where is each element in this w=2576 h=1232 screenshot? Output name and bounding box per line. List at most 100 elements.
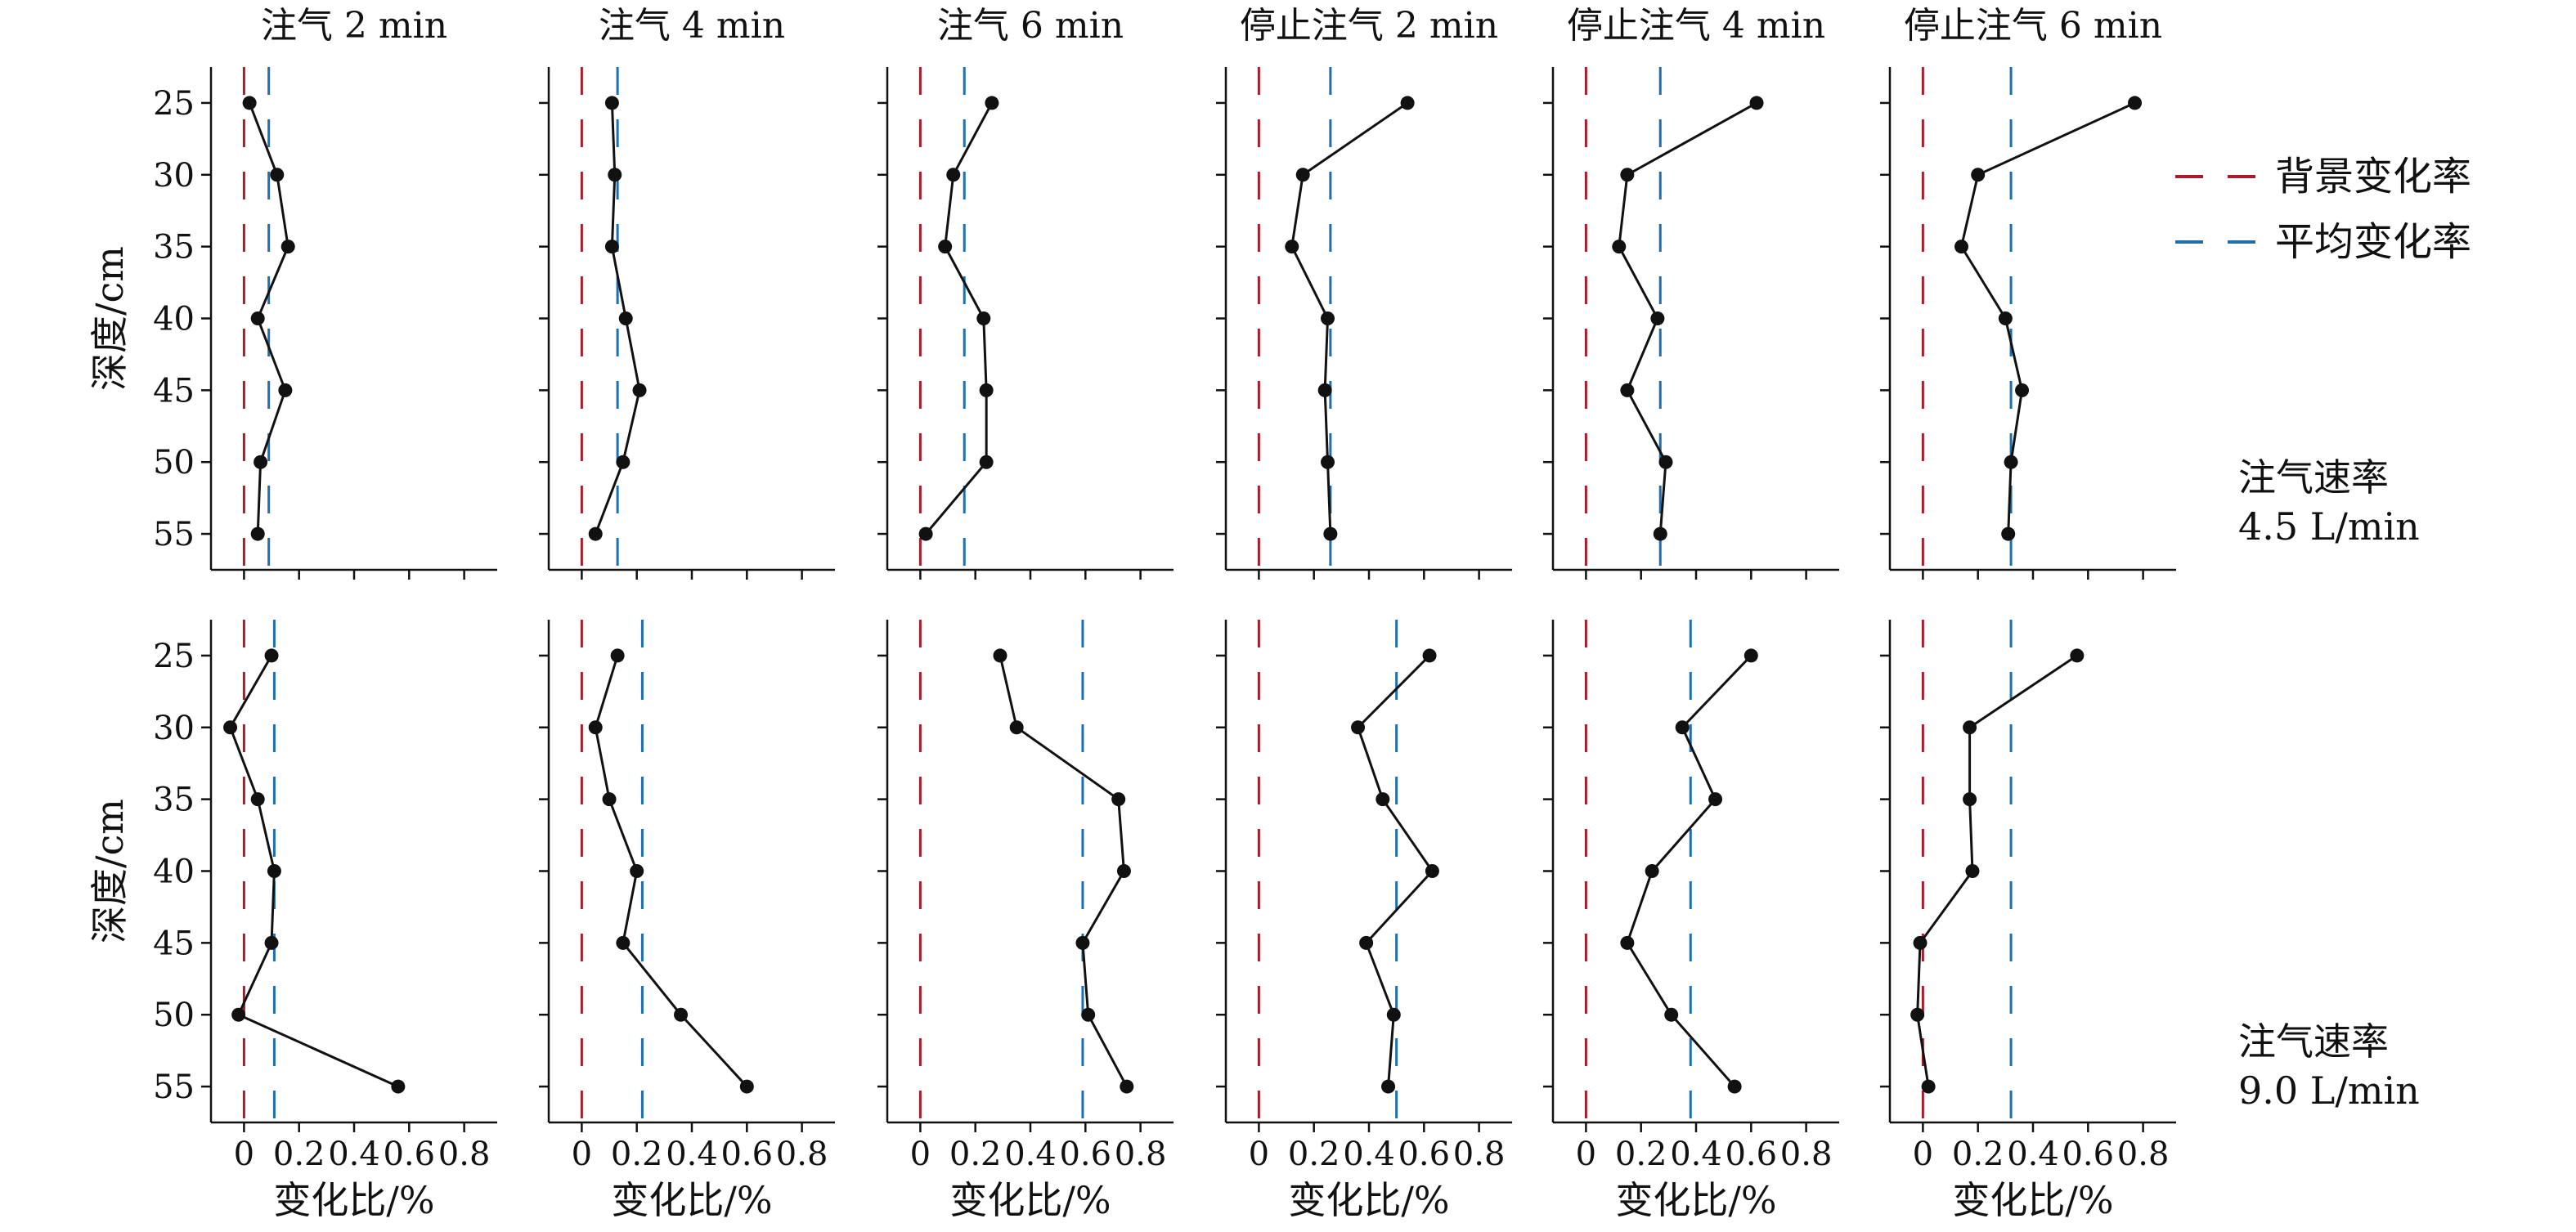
data-point xyxy=(1351,720,1366,735)
x-tick-label: 0.4 xyxy=(666,1136,718,1173)
data-point xyxy=(1954,240,1968,254)
data-point xyxy=(674,1007,689,1022)
data-point xyxy=(1285,240,1299,254)
data-point xyxy=(1620,168,1635,182)
data-point xyxy=(2004,455,2018,469)
series-line xyxy=(999,655,1129,1087)
data-point xyxy=(2128,96,2143,110)
panel-3: 注气 6 min xyxy=(877,5,1174,580)
data-point xyxy=(632,383,647,397)
data-point xyxy=(1658,455,1673,469)
data-point xyxy=(1921,1079,1936,1094)
x-tick-label: 0.4 xyxy=(2007,1136,2059,1173)
data-point xyxy=(1386,1007,1401,1022)
series-line xyxy=(1290,101,1408,535)
data-point xyxy=(2070,648,2085,663)
x-tick-label: 0.6 xyxy=(1725,1136,1777,1173)
data-point xyxy=(1727,1079,1742,1094)
data-point xyxy=(976,311,991,325)
data-point xyxy=(630,864,644,878)
series-line xyxy=(1916,654,2078,1087)
x-tick-label: 0.6 xyxy=(2062,1136,2114,1173)
y-tick-label: 45 xyxy=(153,925,195,962)
data-point xyxy=(1675,720,1690,735)
data-point xyxy=(1971,168,1986,182)
x-tick-label: 0.8 xyxy=(438,1136,491,1173)
data-point xyxy=(278,383,293,397)
x-tick-label: 0.2 xyxy=(1288,1136,1340,1173)
data-point xyxy=(1321,455,1335,469)
data-point xyxy=(608,168,622,182)
data-point xyxy=(1910,1007,1925,1022)
y-tick-label: 35 xyxy=(153,782,195,819)
data-point xyxy=(588,720,603,735)
panels: 25 30 35 40 45 50 55 注气 2 min 深度/cm 注气 4 min 注气 6 … xyxy=(88,5,2176,1222)
x-axis-title: 变化比/% xyxy=(611,1178,772,1222)
row-labels: 注气速率 4.5 L/min 注气速率 9.0 L/min xyxy=(2238,455,2420,1113)
series-line xyxy=(594,102,641,535)
row-bottom-label-line1: 注气速率 xyxy=(2238,1019,2389,1064)
panel-5: 停止注气 4 min xyxy=(1543,5,1839,580)
data-point xyxy=(2015,383,2030,397)
row-bottom-label-line2: 9.0 L/min xyxy=(2238,1068,2420,1113)
data-point xyxy=(739,1079,754,1094)
data-point xyxy=(1009,720,1024,735)
x-tick-label: 0.8 xyxy=(776,1136,828,1173)
data-point xyxy=(1998,311,2013,325)
y-tick-label: 50 xyxy=(153,444,195,482)
y-tick-label: 45 xyxy=(153,372,195,410)
data-point xyxy=(1376,792,1390,807)
legend: 背景变化率 平均变化率 xyxy=(2175,154,2471,265)
data-point xyxy=(2001,526,2016,541)
data-point xyxy=(604,96,619,110)
x-tick-label: 0.2 xyxy=(1952,1136,2004,1173)
data-point xyxy=(1664,1007,1679,1022)
x-tick-label: 0 xyxy=(1913,1136,1933,1173)
data-point xyxy=(1612,240,1627,254)
y-axis-title: 深度/cm xyxy=(88,246,132,391)
data-point xyxy=(250,792,265,807)
panel-6: 停止注气 6 min xyxy=(1880,5,2176,580)
x-tick-label: 0 xyxy=(1249,1136,1269,1173)
panel-4: 停止注气 2 min xyxy=(1216,5,1512,580)
data-point xyxy=(618,311,633,325)
data-point xyxy=(223,720,238,735)
data-point xyxy=(1425,864,1439,878)
y-tick-label: 55 xyxy=(153,516,195,553)
data-point xyxy=(1381,1079,1396,1094)
data-point xyxy=(280,240,295,254)
data-point xyxy=(391,1079,406,1094)
x-tick-label: 0.4 xyxy=(1670,1136,1722,1173)
y-tick-label: 40 xyxy=(153,853,195,891)
data-point xyxy=(267,864,281,878)
data-point xyxy=(616,455,631,469)
data-point xyxy=(1620,383,1635,397)
data-point xyxy=(242,96,257,110)
series-line xyxy=(1618,101,1757,535)
data-point xyxy=(1708,792,1723,807)
y-tick-label: 25 xyxy=(153,85,195,123)
x-tick-label: 0.8 xyxy=(1453,1136,1506,1173)
y-tick-label: 25 xyxy=(153,638,195,675)
y-tick-label: 40 xyxy=(153,301,195,338)
row-top-label-line1: 注气速率 xyxy=(2238,455,2389,500)
y-tick-label: 35 xyxy=(153,229,195,267)
series-line xyxy=(1959,101,2136,535)
data-point xyxy=(1359,935,1374,950)
data-point xyxy=(1400,96,1415,110)
x-axis-title: 变化比/% xyxy=(1952,1178,2113,1222)
data-point xyxy=(1116,864,1131,878)
data-point xyxy=(1650,311,1665,325)
data-point xyxy=(1744,648,1758,663)
panel-2: 注气 4 min xyxy=(539,5,835,580)
panel-title: 停止注气 4 min xyxy=(1567,5,1825,47)
x-tick-label: 0.8 xyxy=(1780,1136,1833,1173)
x-tick-label: 0.4 xyxy=(328,1136,380,1173)
data-point xyxy=(1317,383,1332,397)
x-tick-label: 0.2 xyxy=(949,1136,1002,1173)
data-point xyxy=(1111,792,1126,807)
x-tick-label: 0.4 xyxy=(1004,1136,1057,1173)
